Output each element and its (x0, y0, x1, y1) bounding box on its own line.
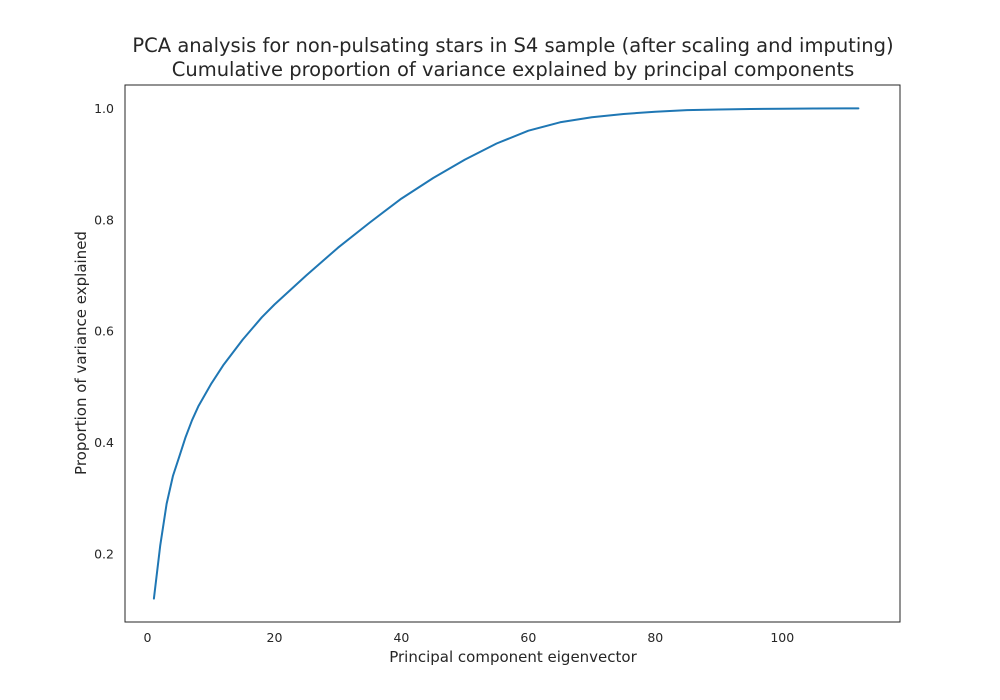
y-tick-label: 0.6 (94, 324, 114, 339)
series-layer (152, 107, 860, 600)
plot-area: 0 20 40 60 80 100 0.2 0.4 0.6 0.8 1.0 (94, 84, 901, 645)
plot-frame (124, 84, 901, 623)
y-axis-label: Proportion of variance explained (72, 231, 90, 475)
x-tick-label: 0 (144, 630, 152, 645)
y-tick-label: 0.4 (94, 435, 114, 450)
x-tick-label: 60 (520, 630, 536, 645)
x-tick-label: 80 (647, 630, 663, 645)
x-axis-label: Principal component eigenvector (389, 648, 637, 666)
y-tick-label: 0.8 (94, 212, 114, 227)
y-axis-ticks: 0.2 0.4 0.6 0.8 1.0 (94, 101, 114, 562)
x-tick-label: 40 (393, 630, 409, 645)
chart-subtitle: Cumulative proportion of variance explai… (172, 58, 855, 81)
x-axis-ticks: 0 20 40 60 80 100 (144, 630, 795, 645)
chart-title: PCA analysis for non-pulsating stars in … (132, 34, 893, 57)
x-tick-label: 100 (770, 630, 794, 645)
y-tick-label: 1.0 (94, 101, 114, 116)
x-tick-label: 20 (267, 630, 283, 645)
series-line (152, 107, 860, 600)
y-tick-label: 0.2 (94, 547, 114, 562)
